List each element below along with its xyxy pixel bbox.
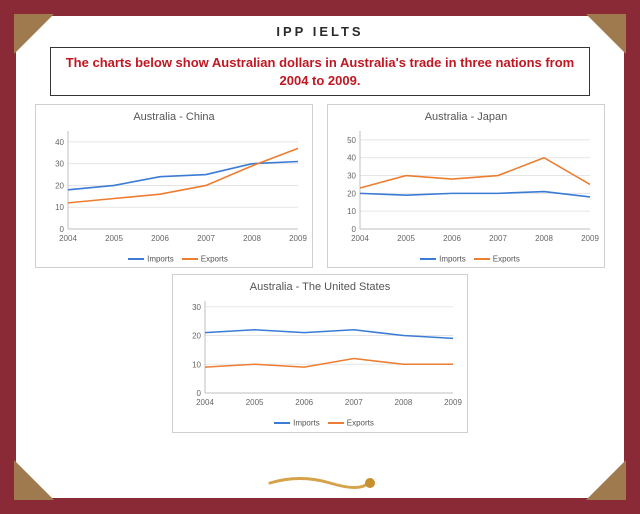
svg-text:10: 10 — [192, 361, 201, 370]
task-prompt: The charts below show Australian dollars… — [50, 47, 590, 96]
chart-svg-japan: 10 20 30 40 50 02004 2005 2006 2007 2008 2009 — [332, 125, 600, 247]
chart-title-japan: Australia - Japan — [332, 109, 600, 125]
svg-text:2008: 2008 — [243, 234, 261, 243]
svg-text:10: 10 — [55, 203, 64, 212]
svg-text:30: 30 — [192, 303, 201, 312]
svg-text:2005: 2005 — [397, 234, 415, 243]
legend-us: ImportsExports — [177, 416, 463, 429]
svg-text:40: 40 — [347, 154, 356, 163]
chart-card-china: Australia - China 10 20 30 40 02004 2005 2006 2… — [35, 104, 313, 268]
decorative-swirl-icon — [260, 472, 380, 494]
svg-text:2006: 2006 — [443, 234, 461, 243]
svg-text:40: 40 — [55, 138, 64, 147]
corner-br — [586, 460, 626, 500]
svg-text:30: 30 — [55, 160, 64, 169]
svg-text:2006: 2006 — [295, 398, 313, 407]
chart-svg-china: 10 20 30 40 02004 2005 2006 2007 2008 2009 — [40, 125, 308, 247]
chart-title-us: Australia - The United States — [177, 279, 463, 295]
legend-japan: ImportsExports — [332, 252, 600, 265]
chart-card-us: Australia - The United States 1020300200… — [172, 274, 468, 432]
chart-card-japan: Australia - Japan 10 20 30 40 50 02004 2005 200… — [327, 104, 605, 268]
corner-tl — [14, 14, 54, 54]
corner-bl — [14, 460, 54, 500]
svg-text:20: 20 — [347, 189, 356, 198]
charts-row-top: Australia - China 1020304002004200520062… — [16, 104, 624, 268]
svg-text:2004: 2004 — [351, 234, 369, 243]
svg-text:30: 30 — [347, 172, 356, 181]
page-title: IPP IELTS — [16, 16, 624, 43]
svg-text:2009: 2009 — [289, 234, 307, 243]
svg-text:0: 0 — [60, 225, 65, 234]
svg-text:2006: 2006 — [151, 234, 169, 243]
svg-text:2004: 2004 — [59, 234, 77, 243]
svg-text:0: 0 — [197, 389, 202, 398]
svg-text:0: 0 — [352, 225, 357, 234]
svg-text:2005: 2005 — [246, 398, 264, 407]
svg-text:20: 20 — [192, 332, 201, 341]
svg-text:2008: 2008 — [395, 398, 413, 407]
svg-text:2009: 2009 — [444, 398, 462, 407]
svg-text:50: 50 — [347, 136, 356, 145]
legend-china: ImportsExports — [40, 252, 308, 265]
svg-text:2007: 2007 — [345, 398, 363, 407]
chart-svg-us: 10 20 30 02004 2005 2006 2007 2008 2009 — [177, 295, 463, 411]
svg-text:20: 20 — [55, 182, 64, 191]
chart-title-china: Australia - China — [40, 109, 308, 125]
svg-text:2004: 2004 — [196, 398, 214, 407]
charts-row-bottom: Australia - The United States 1020300200… — [16, 268, 624, 432]
svg-text:2005: 2005 — [105, 234, 123, 243]
svg-text:2007: 2007 — [489, 234, 507, 243]
corner-tr — [586, 14, 626, 54]
svg-text:2008: 2008 — [535, 234, 553, 243]
svg-text:10: 10 — [347, 207, 356, 216]
frame: IPP IELTS The charts below show Australi… — [0, 0, 640, 514]
svg-text:2007: 2007 — [197, 234, 215, 243]
svg-text:2009: 2009 — [581, 234, 599, 243]
